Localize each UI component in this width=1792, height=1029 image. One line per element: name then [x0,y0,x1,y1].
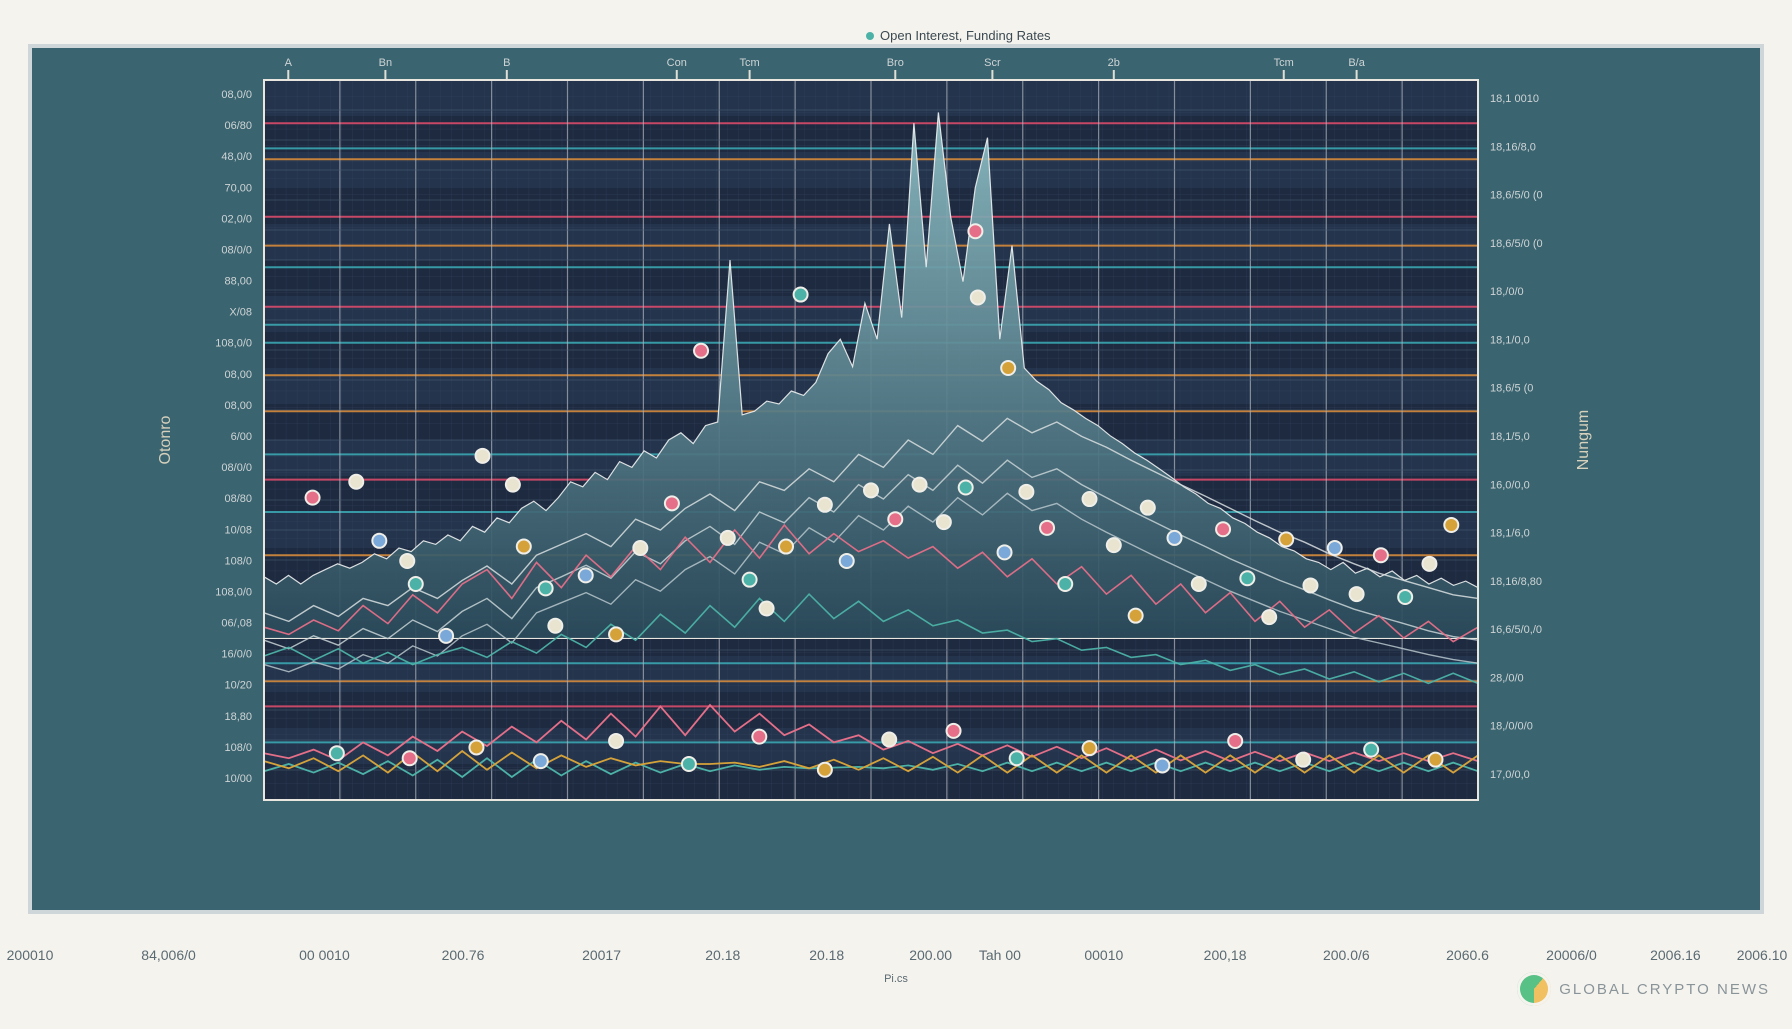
svg-text:108/0: 108/0 [224,555,252,567]
svg-text:06/,08: 06/,08 [221,618,252,630]
svg-text:200.00: 200.00 [909,947,952,963]
svg-text:18,6/5/0 (0: 18,6/5/0 (0 [1490,190,1543,202]
svg-text:08/0/0: 08/0/0 [221,462,252,474]
svg-text:B: B [503,57,510,69]
svg-text:18,1/6,0: 18,1/6,0 [1490,528,1530,540]
svg-text:10/08: 10/08 [224,524,252,536]
watermark: GLOBAL CRYPTO NEWS [1517,972,1770,1006]
svg-text:200,18: 200,18 [1204,947,1247,963]
svg-text:08,00: 08,00 [224,400,252,412]
svg-text:18,1 0010: 18,1 0010 [1490,93,1539,105]
svg-text:70,00: 70,00 [224,182,252,194]
svg-text:18,/0/0/0: 18,/0/0/0 [1490,721,1533,733]
svg-text:18,1/0,0: 18,1/0,0 [1490,334,1530,346]
svg-text:108,0/0: 108,0/0 [215,586,252,598]
svg-text:18,6/5/0 (0: 18,6/5/0 (0 [1490,238,1543,250]
svg-text:Tcm: Tcm [740,57,760,69]
svg-text:18,16/8,0: 18,16/8,0 [1490,141,1536,153]
svg-text:X/08: X/08 [229,307,252,319]
watermark-text: GLOBAL CRYPTO NEWS [1559,981,1770,998]
svg-text:2060.6: 2060.6 [1446,947,1489,963]
svg-text:Nungum: Nungum [1575,410,1592,470]
svg-text:88,00: 88,00 [224,276,252,288]
svg-text:20017: 20017 [582,947,621,963]
svg-text:A: A [285,57,293,69]
svg-text:08/0/0: 08/0/0 [221,244,252,256]
svg-text:28,/0/0: 28,/0/0 [1490,672,1524,684]
svg-text:18,6/5 (0: 18,6/5 (0 [1490,383,1533,395]
svg-text:16,6/5/0,/0: 16,6/5/0,/0 [1490,624,1542,636]
svg-text:20006/0: 20006/0 [1546,947,1597,963]
svg-text:Tcm: Tcm [1274,57,1294,69]
svg-text:Otonro: Otonro [157,415,174,464]
svg-text:08,0/0: 08,0/0 [221,89,252,101]
svg-text:18,80: 18,80 [224,711,252,723]
svg-text:20.18: 20.18 [705,947,740,963]
svg-text:108/0: 108/0 [224,742,252,754]
svg-text:Scr: Scr [984,57,1001,69]
svg-text:16,0/0,0: 16,0/0,0 [1490,479,1530,491]
svg-text:00 0010: 00 0010 [299,947,350,963]
svg-text:200010: 200010 [7,947,54,963]
chart-canvas[interactable]: A Bn B Con Tcm Bro Scr 2b Tcm B/a 08,0/0 06/80 48,0/… [0,0,1792,1024]
svg-text:Pi.cs: Pi.cs [884,973,908,985]
svg-text:17,0/0,0: 17,0/0,0 [1490,769,1530,781]
svg-text:200.76: 200.76 [442,947,485,963]
svg-text:18,/0/0: 18,/0/0 [1490,286,1524,298]
svg-text:B/a: B/a [1348,57,1365,69]
svg-text:Tah 00: Tah 00 [979,947,1021,963]
svg-text:6/00: 6/00 [231,431,252,443]
svg-text:08/80: 08/80 [224,493,252,505]
svg-text:08,00: 08,00 [224,369,252,381]
svg-text:200.0/6: 200.0/6 [1323,947,1370,963]
svg-text:20.18: 20.18 [809,947,844,963]
svg-text:108,0/0: 108,0/0 [215,338,252,350]
svg-text:02,0/0: 02,0/0 [221,213,252,225]
svg-text:2006.10: 2006.10 [1737,947,1788,963]
svg-text:Bn: Bn [379,57,392,69]
svg-text:Bro: Bro [887,57,904,69]
svg-text:48,0/0: 48,0/0 [221,151,252,163]
svg-text:Open Interest, Funding Rates: Open Interest, Funding Rates [880,28,1051,43]
svg-text:00010: 00010 [1084,947,1123,963]
svg-text:16/0/0: 16/0/0 [221,649,252,661]
svg-text:2006.16: 2006.16 [1650,947,1701,963]
svg-text:18,16/8,80: 18,16/8,80 [1490,576,1542,588]
watermark-logo-icon [1517,972,1551,1006]
svg-text:Con: Con [667,57,687,69]
svg-text:2b: 2b [1108,57,1120,69]
svg-text:18,1/5,0: 18,1/5,0 [1490,431,1530,443]
svg-text:84,006/0: 84,006/0 [141,947,196,963]
svg-text:06/80: 06/80 [224,120,252,132]
svg-text:10/20: 10/20 [224,680,252,692]
svg-text:10/00: 10/00 [224,773,252,785]
